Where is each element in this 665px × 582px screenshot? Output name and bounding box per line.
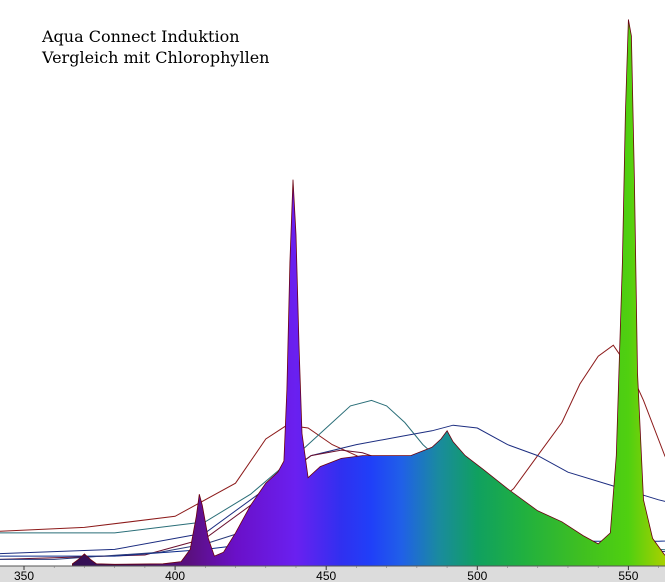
x-axis-band: [0, 566, 665, 582]
chart-title: Aqua Connect Induktion: [42, 27, 240, 46]
emission-spectrum: [72, 19, 665, 567]
x-tick-label-500: 500: [467, 569, 487, 582]
x-tick-label-450: 450: [316, 569, 336, 582]
x-tick-label-350: 350: [14, 569, 34, 582]
emission-spectrum-area: [72, 19, 665, 567]
x-axis: 350400450500550600650700750: [0, 565, 665, 582]
absorption-curve-5: [0, 537, 665, 557]
x-tick-label-400: 400: [165, 569, 185, 582]
chart-subtitle: Vergleich mit Chlorophyllen: [42, 48, 270, 67]
x-tick-label-550: 550: [618, 569, 638, 582]
